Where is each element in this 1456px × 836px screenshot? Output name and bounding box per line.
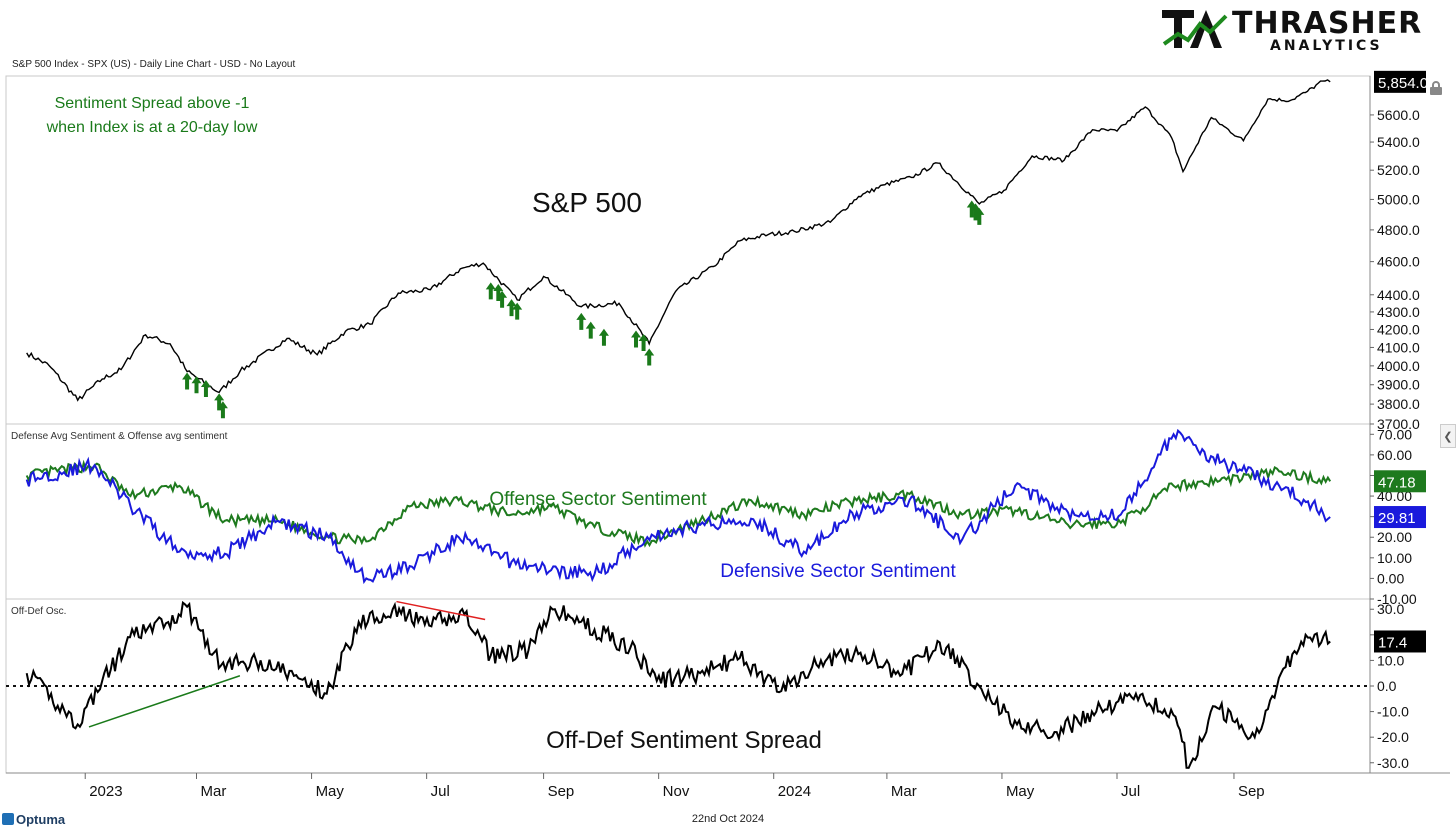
price-panel-title: S&P 500	[532, 187, 642, 218]
defense-sentiment-line	[25, 428, 1331, 585]
signal-up-arrow-icon	[631, 330, 642, 348]
price-y-tick-label: 4800.0	[1377, 222, 1420, 238]
price-y-tick-label: 4000.0	[1377, 358, 1420, 374]
signal-up-arrow-icon	[576, 312, 587, 330]
sentiment-y-tick-label: 60.00	[1377, 447, 1412, 463]
oscillator-y-tick-label: 30.0	[1377, 601, 1404, 617]
price-y-tick-label: 5000.0	[1377, 191, 1420, 207]
oscillator-value-tag: 17.4	[1378, 634, 1407, 651]
lock-icon[interactable]	[1428, 80, 1444, 96]
logo-name: THRASHER	[1232, 6, 1423, 41]
sp500-price-line	[26, 79, 1331, 402]
divergence-trendline	[88, 675, 241, 728]
sentiment-y-tick-label: 10.00	[1377, 550, 1412, 566]
offense-series-label: Offense Sector Sentiment	[489, 489, 707, 510]
off-def-spread-line	[25, 600, 1331, 769]
x-tick-label: May	[1006, 783, 1035, 800]
logo-subtitle: ANALYTICS	[1270, 38, 1383, 54]
oscillator-y-tick-label: -30.0	[1377, 755, 1409, 771]
signal-up-arrow-icon	[970, 203, 981, 221]
optuma-brand: Optuma	[16, 812, 66, 827]
signal-up-arrow-icon	[214, 393, 225, 411]
signal-up-arrow-icon	[512, 302, 523, 320]
sentiment-panel-title: Defense Avg Sentiment & Offense avg sent…	[11, 431, 228, 442]
defense-series-label: Defensive Sector Sentiment	[720, 561, 956, 582]
defense-value-tag: 29.81	[1378, 510, 1416, 527]
signal-up-arrow-icon	[598, 328, 609, 346]
price-y-tick-label: 4200.0	[1377, 321, 1420, 337]
thrasher-analytics-logo: THRASHER ANALYTICS	[1160, 4, 1421, 56]
oscillator-y-tick-label: -10.0	[1377, 704, 1409, 720]
oscillator-y-tick-label: -20.0	[1377, 729, 1409, 745]
price-y-tick-label: 4300.0	[1377, 304, 1420, 320]
signal-up-arrow-icon	[200, 380, 211, 398]
price-y-tick-label: 5400.0	[1377, 134, 1420, 150]
x-tick-label: Sep	[548, 783, 575, 800]
oscillator-y-tick-label: 0.0	[1377, 678, 1397, 694]
x-tick-label: Jul	[1121, 783, 1140, 800]
sentiment-y-tick-label: 70.00	[1377, 426, 1412, 442]
signal-up-arrow-icon	[485, 282, 496, 300]
oscillator-series-label: Off-Def Sentiment Spread	[546, 727, 822, 754]
divergence-trendline	[396, 600, 486, 621]
price-annotation-line: when Index is at a 20-day low	[46, 119, 258, 136]
sentiment-y-tick-label: 0.00	[1377, 570, 1404, 586]
x-tick-label: Nov	[663, 783, 690, 800]
price-y-tick-label: 4400.0	[1377, 287, 1420, 303]
signal-up-arrow-icon	[638, 334, 649, 352]
price-y-tick-label: 3700.0	[1377, 416, 1420, 432]
price-value-tag: 5,854.0	[1378, 75, 1428, 92]
sentiment-y-tick-label: 20.00	[1377, 529, 1412, 545]
signal-up-arrow-icon	[217, 401, 228, 419]
signal-up-arrow-icon	[191, 376, 202, 394]
x-tick-label: Jul	[431, 783, 450, 800]
collapse-panel-button[interactable]: ❮	[1440, 424, 1456, 448]
optuma-icon	[2, 813, 14, 825]
footer-date: 22nd Oct 2024	[691, 813, 765, 825]
x-tick-label: Mar	[891, 783, 917, 800]
oscillator-y-tick-label: 10.0	[1377, 652, 1404, 668]
price-y-tick-label: 3800.0	[1377, 396, 1420, 412]
signal-up-arrow-icon	[974, 207, 985, 225]
chart-header-title: S&P 500 Index - SPX (US) - Daily Line Ch…	[12, 59, 296, 70]
signal-up-arrow-icon	[497, 290, 508, 308]
signal-up-arrow-icon	[506, 299, 517, 317]
price-value-tag-bg	[1374, 70, 1426, 93]
signal-up-arrow-icon	[644, 348, 655, 366]
price-y-tick-label: 3900.0	[1377, 377, 1420, 393]
x-tick-label: 2024	[778, 783, 811, 800]
x-tick-label: 2023	[89, 783, 122, 800]
oscillator-value-tag-bg	[1374, 630, 1426, 653]
oscillator-panel-title: Off-Def Osc.	[11, 606, 66, 617]
price-annotation-line: Sentiment Spread above -1	[55, 95, 250, 112]
signal-up-arrow-icon	[585, 321, 596, 339]
optuma-logo: Optuma	[2, 812, 65, 827]
price-y-tick-label: 5200.0	[1377, 162, 1420, 178]
signal-up-arrow-icon	[182, 372, 193, 390]
defense-value-tag-bg	[1374, 506, 1426, 529]
offense-value-tag: 47.18	[1378, 474, 1416, 491]
price-y-tick-label: 4100.0	[1377, 339, 1420, 355]
x-tick-label: May	[316, 783, 345, 800]
signal-up-arrow-icon	[493, 284, 504, 302]
price-y-tick-label: 4600.0	[1377, 254, 1420, 270]
sentiment-y-tick-label: -10.00	[1377, 591, 1417, 607]
price-y-tick-label: 5600.0	[1377, 107, 1420, 123]
x-tick-label: Mar	[201, 783, 227, 800]
x-tick-label: Sep	[1238, 783, 1265, 800]
ta-logo-icon	[1162, 10, 1228, 48]
offense-value-tag-bg	[1374, 470, 1426, 493]
